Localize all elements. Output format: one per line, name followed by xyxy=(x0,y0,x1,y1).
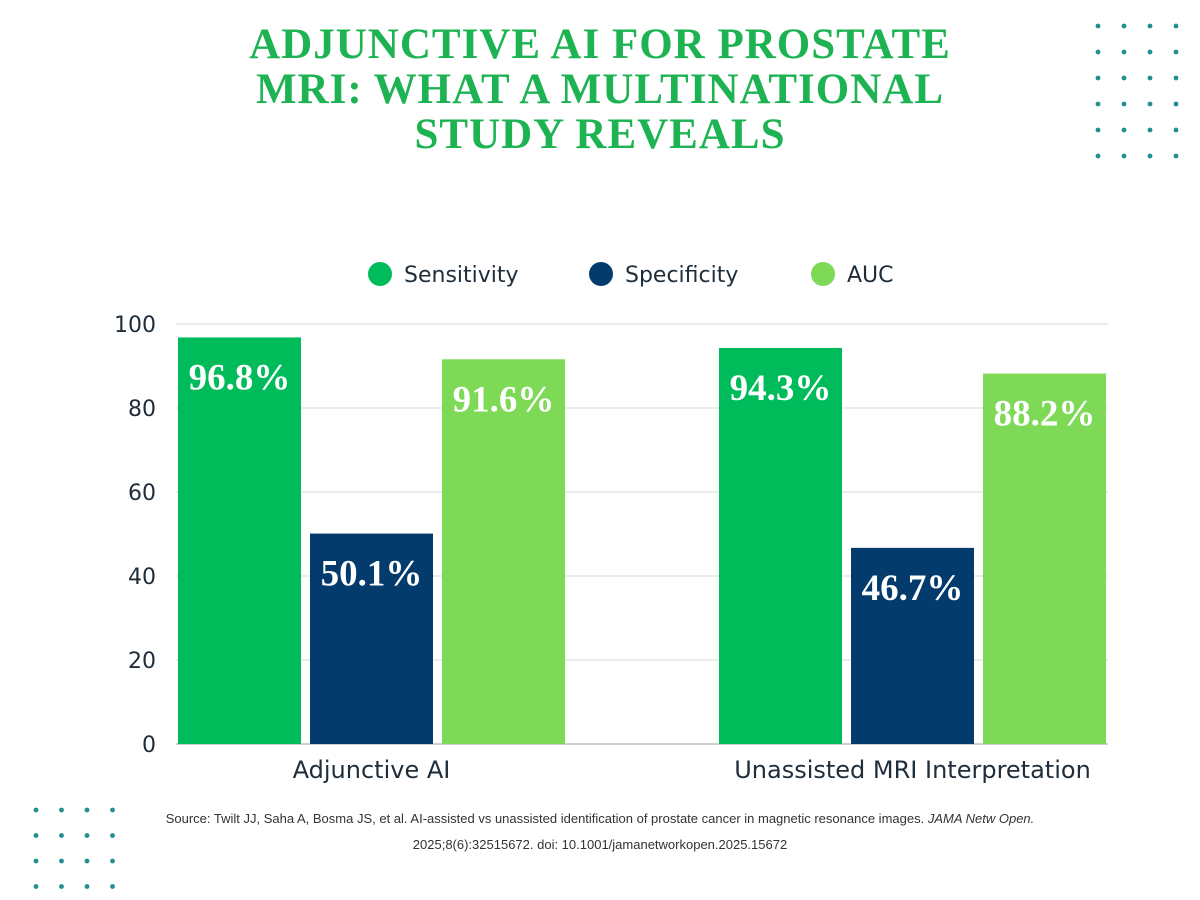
legend-label-specificity: Specificity xyxy=(625,263,738,288)
decorative-dot xyxy=(1121,127,1127,133)
bar-specificity xyxy=(851,547,974,744)
y-tick-label: 80 xyxy=(128,397,156,422)
decorative-dot xyxy=(59,807,64,813)
decorative-dot xyxy=(1173,101,1179,107)
data-label: 46.7% xyxy=(862,568,964,609)
decorative-dot xyxy=(33,833,39,838)
decorative-dot xyxy=(1095,153,1101,159)
decorative-dot xyxy=(84,884,90,889)
y-tick-label: 60 xyxy=(128,481,156,506)
decorative-dot xyxy=(1173,75,1179,81)
legend-marker-specificity xyxy=(589,262,613,286)
decorative-dot xyxy=(1095,75,1101,81)
decorative-dot xyxy=(1121,75,1127,81)
decorative-dot xyxy=(1147,23,1153,29)
decorative-dot xyxy=(110,807,115,813)
decorative-dot xyxy=(1173,23,1179,29)
decorative-dot xyxy=(1095,49,1101,55)
decorative-dot xyxy=(1095,23,1101,29)
legend-marker-sensitivity xyxy=(368,262,392,286)
decorative-dot xyxy=(59,833,64,838)
chart-title: ADJUNCTIVE AI FOR PROSTATE MRI: WHAT A M… xyxy=(249,21,951,158)
bar-auc xyxy=(442,359,565,744)
decorative-dot xyxy=(1147,49,1153,55)
decorative-dot xyxy=(59,858,64,864)
y-tick-label: 40 xyxy=(128,565,156,590)
decorative-dot xyxy=(110,884,115,889)
data-label: 94.3% xyxy=(730,368,832,409)
decorative-dot xyxy=(84,807,90,813)
y-tick-label: 100 xyxy=(114,313,156,338)
data-label: 96.8% xyxy=(189,357,291,398)
bar-specificity xyxy=(310,533,433,744)
decorative-dot xyxy=(84,833,90,838)
decorative-dot xyxy=(33,858,39,864)
x-category-label: Unassisted MRI Interpretation xyxy=(734,756,1091,784)
decorative-dot xyxy=(59,884,64,889)
decorative-dot xyxy=(1095,101,1101,107)
source-citation: Source: Twilt JJ, Saha A, Bosma JS, et a… xyxy=(150,806,1050,858)
decorative-dot-grid-top-right xyxy=(1095,23,1179,159)
decorative-dot xyxy=(1121,153,1127,159)
decorative-dot xyxy=(1147,75,1153,81)
bar-chart: 0 20 40 60 80 100 Sensitivity Specificity AUC 96.… xyxy=(114,262,1108,784)
bar-sensitivity xyxy=(178,337,301,744)
legend-label-sensitivity: Sensitivity xyxy=(404,263,519,288)
decorative-dot xyxy=(1095,127,1101,133)
decorative-dot xyxy=(110,833,115,838)
bar-sensitivity xyxy=(719,347,842,744)
decorative-dot xyxy=(1173,49,1179,55)
y-tick-label: 20 xyxy=(128,649,156,674)
decorative-dot xyxy=(1147,127,1153,133)
data-label: 50.1% xyxy=(321,554,423,595)
decorative-dot xyxy=(84,858,90,864)
decorative-dot xyxy=(33,884,39,889)
data-label: 91.6% xyxy=(453,379,555,420)
decorative-dot xyxy=(1121,23,1127,29)
bar-auc xyxy=(983,373,1106,744)
decorative-dot xyxy=(33,807,39,813)
data-label: 88.2% xyxy=(994,394,1096,435)
decorative-dot xyxy=(1173,127,1179,133)
source-reference: 2025;8(6):32515672. doi: 10.1001/jamanet… xyxy=(412,837,788,852)
decorative-dot xyxy=(1147,153,1153,159)
source-journal: JAMA Netw Open. xyxy=(927,811,1035,826)
legend-label-auc: AUC xyxy=(847,263,894,288)
legend-marker-auc xyxy=(811,262,835,286)
y-tick-label: 0 xyxy=(142,733,156,758)
x-category-label: Adjunctive AI xyxy=(293,756,451,784)
decorative-dot-grid-bottom-left xyxy=(33,807,115,889)
source-text: Source: Twilt JJ, Saha A, Bosma JS, et a… xyxy=(165,811,925,826)
decorative-dot xyxy=(1173,153,1179,159)
decorative-dot xyxy=(1147,101,1153,107)
decorative-dot xyxy=(110,858,115,864)
decorative-dot xyxy=(1121,49,1127,55)
decorative-dot xyxy=(1121,101,1127,107)
